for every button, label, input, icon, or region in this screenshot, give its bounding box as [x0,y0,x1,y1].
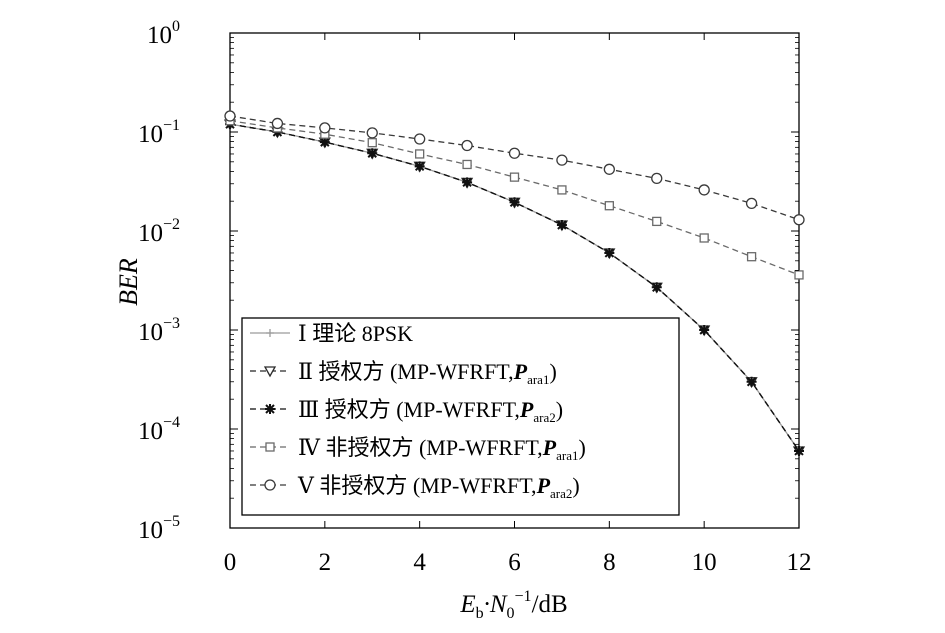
x-label-mid: ·N [484,591,508,618]
x-label-sup: −1 [515,588,532,605]
data-point-s4-10 [699,233,709,243]
data-point-s3-8 [604,247,615,258]
x-tick-label: 6 [508,549,521,576]
data-point-s5-6 [508,147,521,159]
legend-label-1: Ⅰ 理论 8PSK [298,321,413,346]
y-axis-label: BER [114,258,143,306]
legend-marker-5 [264,479,276,491]
data-point-s4-12 [794,270,804,280]
legend-marker-1 [266,329,274,337]
legend-marker-3 [265,404,275,414]
legend-box [241,317,680,516]
x-axis-ticks: 0 2 4 6 8 10 12 [224,33,812,576]
series-layer [223,110,806,458]
series-5 [224,110,805,226]
y-tick-label: 10−4 [138,414,180,445]
legend: Ⅰ 理论 8PSK Ⅱ 授权方 (MP-WFRFT,Para1) Ⅲ 授权方 (MP… [241,317,680,516]
data-point-s5-1 [271,117,284,130]
data-point-s3-6 [509,197,520,208]
data-point-s3-9 [651,282,662,293]
data-point-s3-4 [414,161,425,172]
x-axis-label: Eb·N0−1/dB [459,588,567,622]
legend-label-3: Ⅲ 授权方 (MP-WFRFT,Para2) [298,397,563,425]
x-tick-label: 2 [319,549,332,576]
data-point-s3-10 [699,325,710,335]
data-point-s4-7 [557,185,567,195]
legend-label-5: Ⅴ 非授权方 (MP-WFRFT,Para2) [297,473,580,501]
data-point-s3-7 [556,219,567,230]
data-point-s4-4 [415,149,425,159]
data-point-s5-11 [745,197,758,210]
data-point-s5-0 [224,110,236,122]
data-point-s4-3 [367,138,377,148]
data-point-s5-10 [698,184,710,196]
x-label-sub1: b [476,605,484,622]
legend-entry-2: Ⅱ 授权方 (MP-WFRFT,Para1) [250,359,557,387]
legend-label-4: Ⅳ 非授权方 (MP-WFRFT,Para1) [298,435,586,463]
legend-marker-2 [263,366,277,378]
x-tick-label: 0 [224,549,237,576]
series-4 [225,116,804,280]
y-tick-label: 10−3 [138,315,180,346]
data-point-s4-8 [604,201,614,211]
y-tick-label: 10−5 [138,513,180,544]
data-point-s5-7 [556,154,568,166]
data-point-s4-9 [652,216,662,227]
data-point-s4-6 [509,172,520,182]
x-label-tail: /dB [532,591,568,618]
y-tick-label: 100 [147,18,180,49]
data-point-s3-2 [319,137,330,148]
y-axis-ticks: 100 10−1 10−2 10−3 10−4 10−5 [138,18,799,544]
legend-entry-5: Ⅴ 非授权方 (MP-WFRFT,Para2) [250,473,580,501]
x-tick-label: 4 [413,549,426,576]
data-point-s5-8 [603,163,615,175]
data-point-s5-5 [461,139,473,152]
data-point-s3-5 [462,177,473,188]
y-tick-label: 10−2 [138,216,180,247]
data-point-s5-4 [414,133,426,145]
data-point-s3-11 [746,376,757,387]
x-label-main: E [459,591,475,618]
legend-entry-3: Ⅲ 授权方 (MP-WFRFT,Para2) [250,397,563,425]
x-label-sub2: 0 [507,605,515,622]
data-point-s5-12 [793,214,805,226]
legend-label-2: Ⅱ 授权方 (MP-WFRFT,Para1) [298,359,557,387]
data-point-s5-3 [366,127,378,139]
y-tick-label: 10−1 [138,117,180,148]
legend-entry-1: Ⅰ 理论 8PSK [250,321,413,346]
data-point-s4-5 [462,159,472,170]
data-point-s5-2 [319,122,331,134]
data-point-s4-11 [746,252,757,262]
legend-marker-4 [265,442,275,452]
data-point-s5-9 [651,172,663,185]
x-tick-label: 10 [692,549,717,576]
x-tick-label: 12 [787,549,812,576]
legend-entry-4: Ⅳ 非授权方 (MP-WFRFT,Para1) [250,435,586,463]
data-point-s3-3 [367,148,378,159]
x-tick-label: 8 [603,549,616,576]
